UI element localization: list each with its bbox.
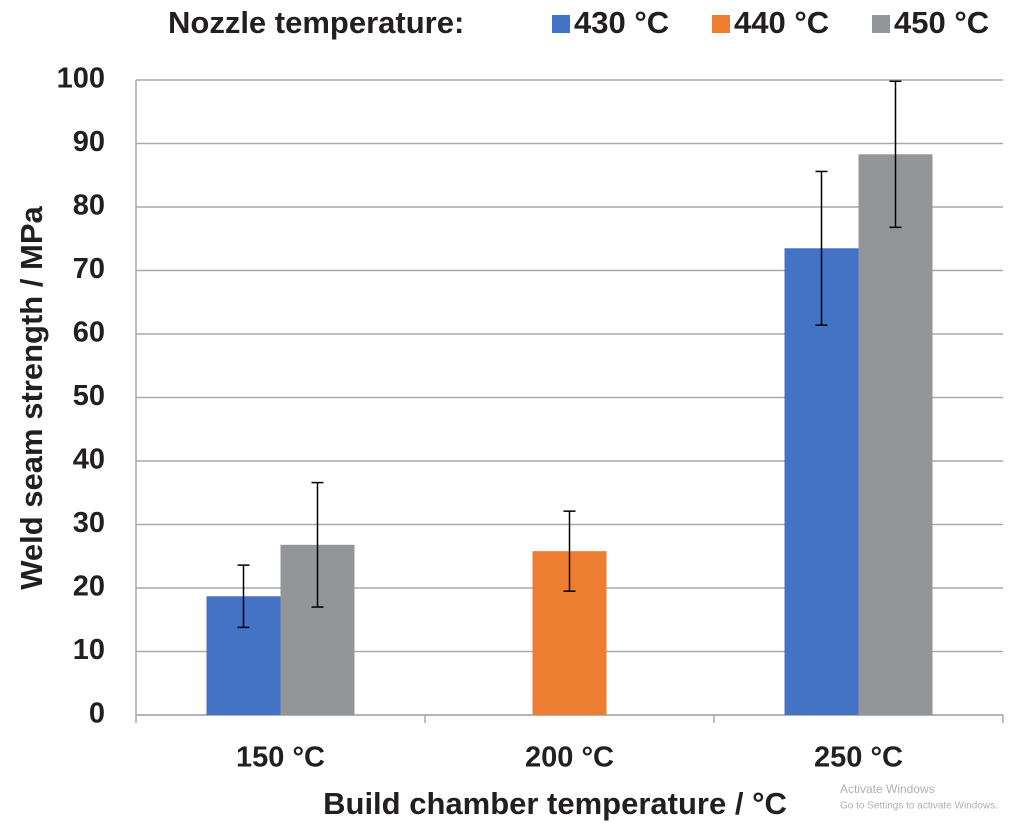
y-tick-label: 90 xyxy=(73,126,105,158)
x-tick-label: 250 °C xyxy=(814,742,903,774)
legend-swatch xyxy=(712,15,730,33)
legend-swatch xyxy=(552,15,570,33)
y-tick-label: 50 xyxy=(73,380,105,412)
legend-swatch xyxy=(872,15,890,33)
legend-title: Nozzle temperature: xyxy=(168,5,464,40)
y-tick-label: 60 xyxy=(73,317,105,349)
y-tick-label: 10 xyxy=(73,634,105,666)
watermark: Go to Settings to activate Windows. xyxy=(840,801,998,812)
y-tick-label: 20 xyxy=(73,571,105,603)
y-tick-label: 70 xyxy=(73,253,105,285)
bar xyxy=(784,248,859,715)
y-tick-label: 80 xyxy=(73,190,105,222)
watermark: Activate Windows xyxy=(840,782,935,796)
legend-label: 430 °C xyxy=(574,5,669,40)
x-tick-label: 200 °C xyxy=(525,742,614,774)
y-tick-label: 40 xyxy=(73,444,105,476)
x-axis-title: Build chamber temperature / °C xyxy=(323,786,787,821)
legend-label: 440 °C xyxy=(734,5,829,40)
bar xyxy=(858,154,933,716)
legend-label: 450 °C xyxy=(894,5,989,40)
y-tick-label: 30 xyxy=(73,507,105,539)
y-tick-label: 0 xyxy=(89,698,105,730)
y-axis-title: Weld seam strength / MPa xyxy=(14,205,49,589)
y-tick-label: 100 xyxy=(57,63,105,95)
x-tick-label: 150 °C xyxy=(236,742,325,774)
